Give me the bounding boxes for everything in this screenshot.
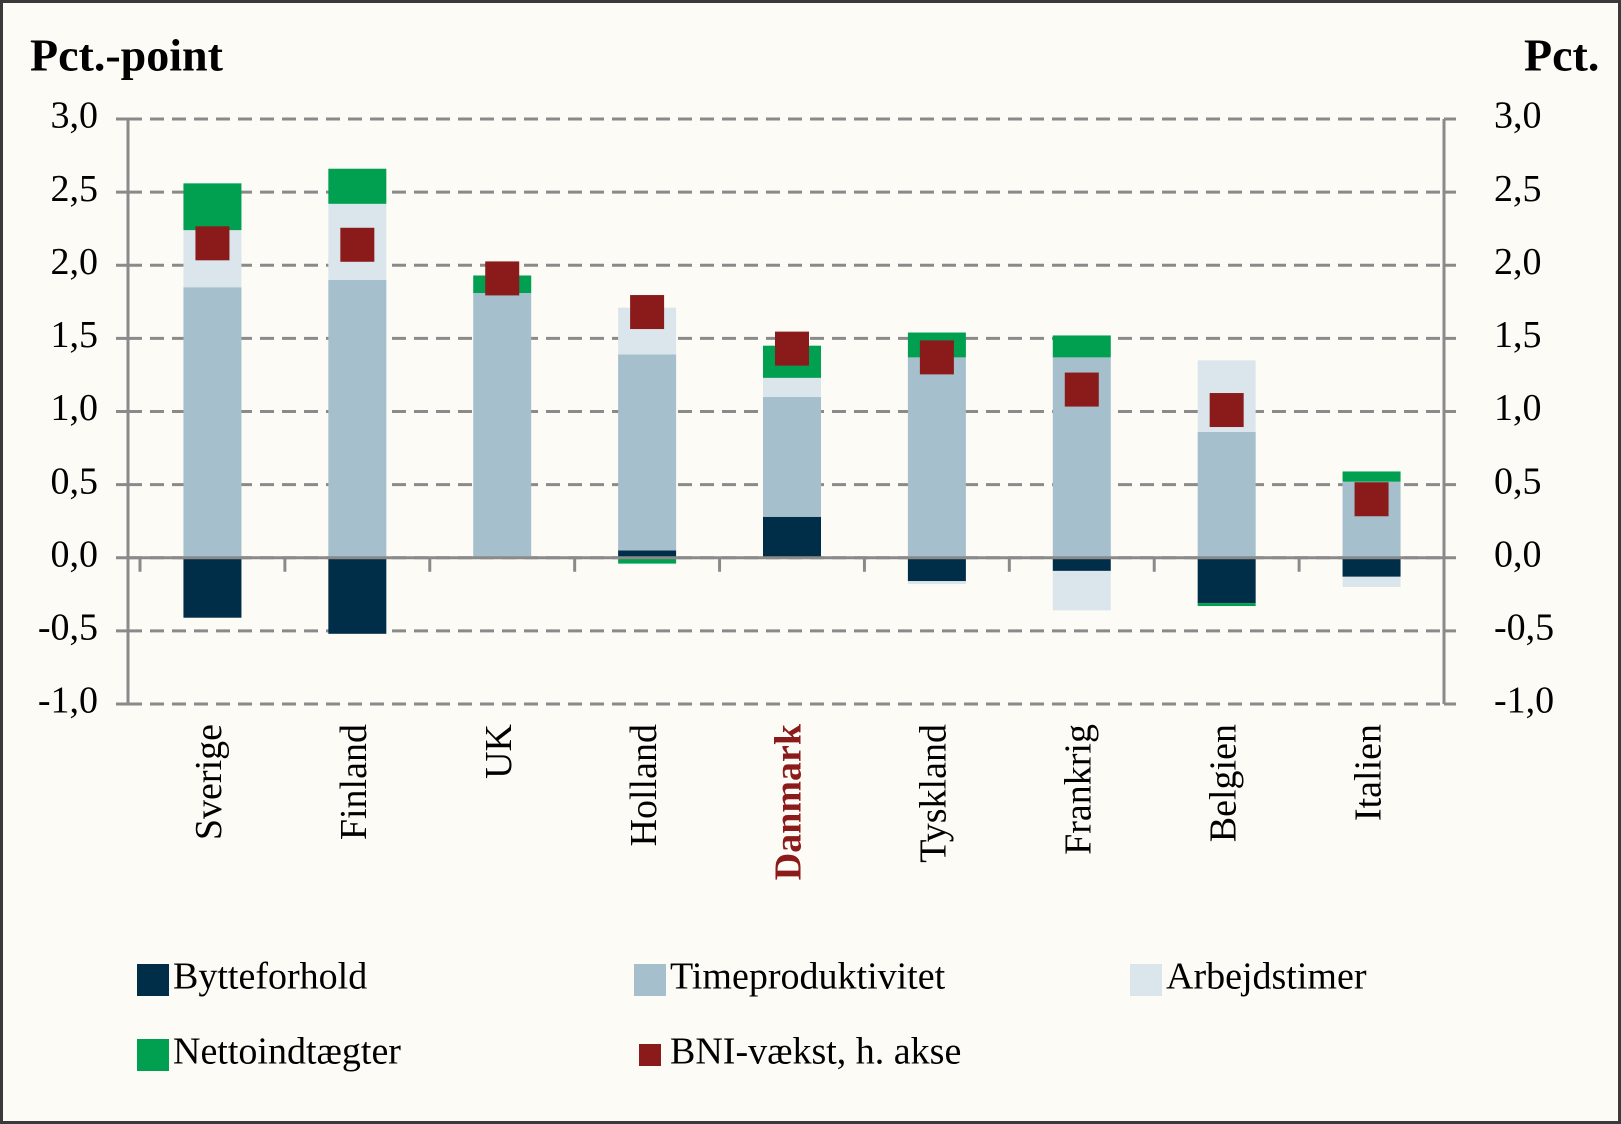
bar-segment bbox=[328, 279, 387, 558]
x-tick-label: Belgien bbox=[1202, 724, 1244, 842]
legend-label: Nettoindtægter bbox=[173, 1031, 401, 1073]
y2-tick-label: 1,0 bbox=[1494, 387, 1542, 429]
bar-segment bbox=[1052, 557, 1111, 571]
x-tick-label: Frankrig bbox=[1057, 724, 1099, 855]
bar-segment bbox=[618, 550, 677, 558]
bar-segment bbox=[907, 357, 966, 558]
bar-segment bbox=[1342, 557, 1401, 577]
legend-swatch bbox=[1130, 964, 1162, 996]
x-tick-label: Holland bbox=[623, 724, 665, 846]
y2-tick-label: 2,0 bbox=[1494, 241, 1542, 283]
x-tick-label: Sverige bbox=[188, 724, 230, 840]
bar-segment bbox=[907, 557, 966, 582]
marker bbox=[195, 226, 230, 261]
marker bbox=[1209, 393, 1244, 428]
x-tick-label: Danmark bbox=[768, 723, 810, 880]
y-tick-label: -1,0 bbox=[38, 680, 98, 722]
marker bbox=[919, 340, 954, 375]
x-tick-label: Tyskland bbox=[913, 724, 955, 863]
bar-segment bbox=[183, 287, 242, 558]
bar-segment bbox=[183, 557, 242, 618]
legend-swatch bbox=[634, 964, 666, 996]
bar-segment bbox=[328, 168, 387, 204]
y-tick-label: 1,5 bbox=[51, 314, 99, 356]
legend-label: Timeproduktivitet bbox=[670, 956, 946, 998]
y2-tick-label: -0,5 bbox=[1494, 607, 1554, 649]
legend-swatch bbox=[639, 1044, 661, 1066]
bar-segment bbox=[1197, 557, 1256, 604]
legend-label: Arbejdstimer bbox=[1166, 956, 1367, 998]
bar-segment bbox=[763, 377, 821, 397]
bar-segment bbox=[1197, 431, 1256, 558]
y-tick-label: 2,5 bbox=[51, 168, 99, 210]
bar-segment bbox=[328, 557, 387, 634]
marker bbox=[630, 295, 665, 330]
y-tick-label: 0,0 bbox=[51, 533, 99, 575]
x-tick-label: UK bbox=[478, 723, 520, 778]
x-tick-label: Finland bbox=[333, 724, 375, 840]
y2-tick-label: 1,5 bbox=[1494, 314, 1542, 356]
marker bbox=[1354, 482, 1389, 517]
y-tick-label: 2,0 bbox=[51, 241, 99, 283]
bar-segment bbox=[1052, 570, 1111, 611]
y-tick-label: -0,5 bbox=[38, 607, 98, 649]
y2-tick-label: 0,0 bbox=[1494, 533, 1542, 575]
y2-tick-label: -1,0 bbox=[1494, 680, 1554, 722]
y2-tick-label: 2,5 bbox=[1494, 168, 1542, 210]
bar-segment bbox=[763, 396, 821, 517]
y2-tick-label: 0,5 bbox=[1494, 460, 1542, 502]
y-tick-label: 0,5 bbox=[51, 460, 99, 502]
bar-segment bbox=[183, 183, 242, 231]
x-tick-label: Italien bbox=[1347, 724, 1389, 821]
legend-label: Bytteforhold bbox=[173, 956, 367, 998]
legend-label: BNI-vækst, h. akse bbox=[670, 1031, 961, 1073]
bar-segment bbox=[907, 581, 966, 585]
bar-segment bbox=[1342, 471, 1401, 482]
bar-segment bbox=[618, 354, 677, 551]
bar-segment bbox=[1197, 603, 1256, 607]
marker bbox=[340, 227, 375, 262]
y-tick-label: 3,0 bbox=[51, 95, 99, 137]
bar-segment bbox=[1342, 576, 1401, 587]
marker bbox=[775, 331, 809, 366]
legend-swatch bbox=[137, 1039, 169, 1071]
marker bbox=[1064, 372, 1099, 407]
legend-swatch bbox=[137, 964, 169, 996]
marker bbox=[485, 261, 520, 296]
y2-tick-label: 3,0 bbox=[1494, 95, 1542, 137]
y2-axis-title: Pct. bbox=[1524, 30, 1599, 81]
y-tick-label: 1,0 bbox=[51, 387, 99, 429]
bar-segment bbox=[1052, 335, 1111, 358]
bar-segment bbox=[618, 557, 677, 564]
bar-segment bbox=[473, 293, 532, 558]
bar-segment bbox=[763, 516, 821, 558]
y-axis-title: Pct.-point bbox=[30, 30, 224, 81]
